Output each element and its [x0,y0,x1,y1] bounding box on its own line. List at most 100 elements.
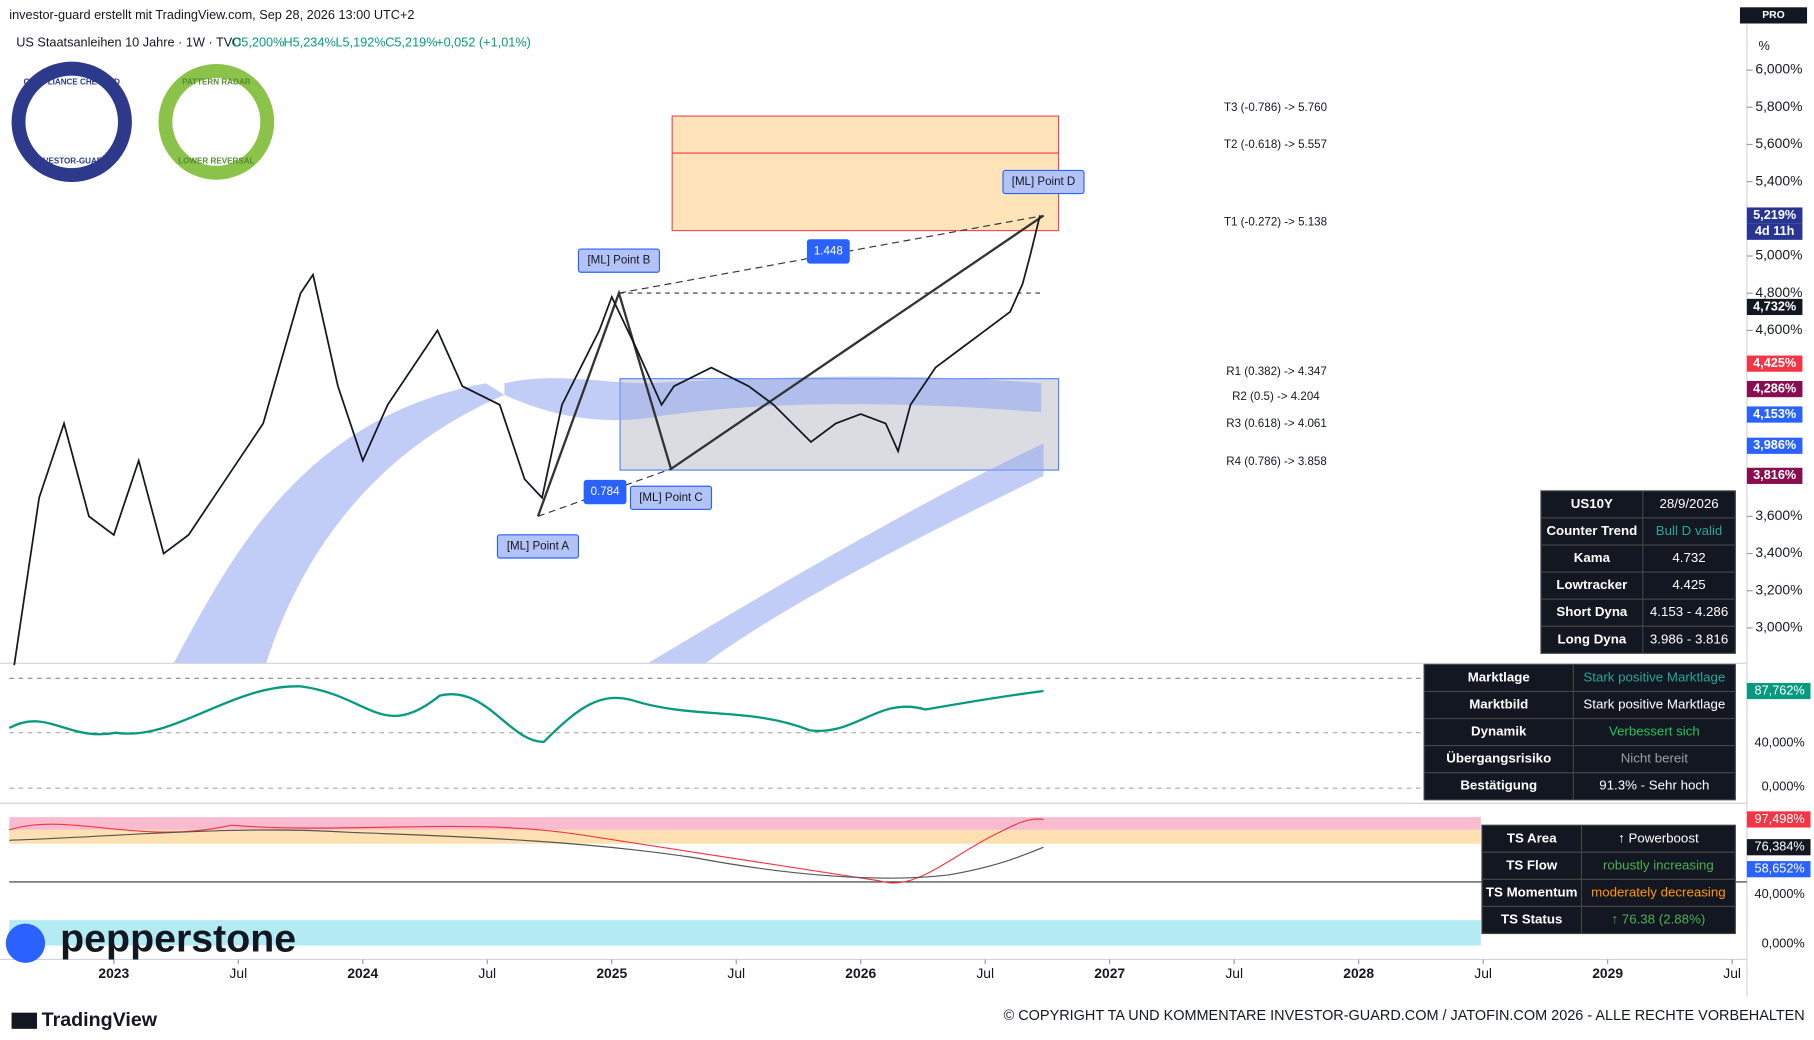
x-tick-label: 2027 [1094,965,1125,981]
annotation: [ML] Point C [639,492,703,504]
pane-label-bg [1746,861,1811,878]
pane-label: 40,000% [1755,734,1805,749]
table-cell: Marktlage [1468,669,1530,684]
badge-text: LOWER REVERSAL [178,156,254,165]
table-cell: TS Status [1501,911,1562,926]
x-tick-label: 2026 [845,965,876,981]
price-label-bg [1746,223,1803,240]
table-cell: 91.3% - Sehr hoch [1599,778,1709,793]
annotation-box [496,534,580,559]
annotation-box [1002,169,1085,195]
annotation: 1.448 [814,245,843,257]
table-cell: 3.986 - 3.816 [1650,631,1728,646]
x-tick-label: 2025 [596,965,627,981]
table-row [1481,905,1736,935]
table-cell: TS Momentum [1486,884,1578,899]
y-tick-label: 6,000% [1755,61,1802,77]
y-tick-label: 5,400% [1755,172,1802,188]
table-cell: Counter Trend [1546,523,1637,538]
y-tick-label: 3,600% [1755,507,1802,523]
y-unit: % [1758,38,1769,53]
table-cell: ↑ Powerboost [1618,830,1699,845]
source: investor-guard erstellt mit TradingView.… [9,7,414,22]
pane-label-bg [1746,839,1811,856]
annotation: T2 (-0.618) -> 5.557 [1224,139,1327,151]
table-row [1481,878,1736,908]
x-tick-label: Jul [1723,965,1741,981]
y-tick-label: 4,600% [1755,321,1802,337]
y-tick-label: 3,000% [1755,619,1802,635]
table-cell: Verbessert sich [1609,724,1700,739]
table-cell: 4.153 - 4.286 [1650,604,1728,619]
price-label: 4,425% [1753,355,1796,370]
price-label: 5,219% [1753,207,1796,222]
x-tick-label: 2023 [98,965,129,981]
ohlc: L5,192% [335,35,385,50]
table-cell: Übergangsrisiko [1446,751,1551,766]
table-cell: Long Dyna [1558,631,1627,646]
table-row [1423,690,1736,720]
ohlc: H5,234% [283,35,335,50]
annotation: [ML] Point B [587,255,650,267]
brand-logo [11,1012,38,1029]
table-cell: US10Y [1571,496,1613,511]
x-tick-label: Jul [1225,965,1243,981]
symbol: US Staatsanleihen 10 Jahre · 1W · TVC [16,35,241,50]
price-label: 4,153% [1753,406,1796,421]
badge-text: INVESTOR-GUARD [35,156,109,165]
price-label: 3,986% [1753,437,1796,452]
annotation: R2 (0.5) -> 4.204 [1232,391,1320,403]
y-tick-label: 3,200% [1755,581,1802,597]
annotation-box [629,485,713,510]
x-tick-label: Jul [727,965,745,981]
table-cell: 4.425 [1672,577,1705,592]
annotation: T1 (-0.272) -> 5.138 [1224,217,1327,229]
pane-label: 87,762% [1755,682,1805,697]
table-row [1540,490,1736,519]
table-cell: Nicht bereit [1621,751,1689,766]
table-cell: Short Dyna [1556,604,1628,619]
table-cell: moderately decreasing [1591,884,1726,899]
price-label: 4,732% [1753,298,1796,313]
table-cell: 4.732 [1672,550,1705,565]
price-label-bg [1746,380,1803,398]
badge-text: COMPLIANCE CHECKED [23,78,120,87]
table-cell: Marktbild [1469,697,1528,712]
price-label: 3,816% [1753,467,1796,482]
table-cell: ↑ 76.38 (2.88%) [1611,911,1705,926]
price-label-bg [1746,298,1803,316]
x-tick-label: 2029 [1592,965,1623,981]
x-tick-label: Jul [1474,965,1492,981]
copyright: © COPYRIGHT TA UND KOMMENTARE INVESTOR-G… [1004,1008,1805,1024]
y-tick-label: 5,000% [1755,247,1802,263]
annotation: [ML] Point D [1012,176,1076,188]
table-row [1423,772,1736,801]
price-label-bg [1746,437,1803,454]
table-row [1540,544,1736,573]
table-cell: robustly increasing [1603,857,1714,872]
pane-label: 0,000% [1762,936,1805,951]
table-cell: TS Area [1507,830,1557,845]
table-cell: Lowtracker [1556,577,1627,592]
badge-text: PATTERN RADAR [182,78,251,87]
table-cell: Bestätigung [1460,778,1537,793]
x-tick-label: Jul [229,965,247,981]
y-tick-label: 3,400% [1755,544,1802,560]
table-row [1423,745,1736,774]
pane-label: 97,498% [1755,811,1805,826]
ohlc: O5,200% [231,35,284,50]
y-tick-label: 5,600% [1755,135,1802,151]
table-cell: Kama [1574,550,1611,565]
pane-label: 76,384% [1755,839,1805,854]
annotation: R4 (0.786) -> 3.858 [1226,456,1326,468]
broker-logo [5,923,46,963]
annotation: T3 (-0.786) -> 5.760 [1224,102,1327,114]
table-cell: TS Flow [1506,857,1558,872]
x-tick-label: Jul [976,965,994,981]
table-row [1540,625,1736,654]
price-label: 4d 11h [1755,223,1795,238]
y-tick-label: 5,800% [1755,98,1802,114]
pane-label: 58,652% [1755,861,1805,876]
table-cell: Dynamik [1471,724,1527,739]
